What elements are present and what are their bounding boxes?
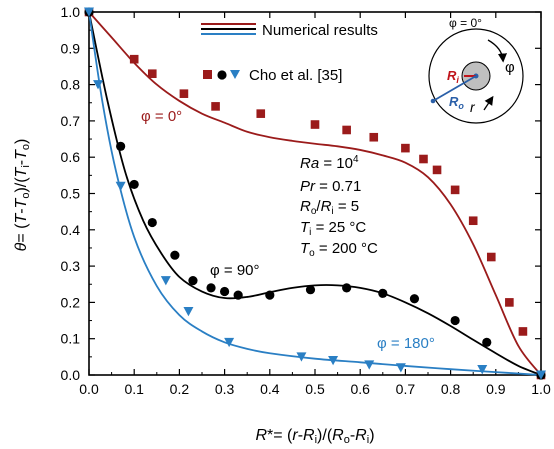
circle-marker-4-3 [147, 217, 157, 228]
triangle-marker-5-9 [395, 363, 406, 373]
x-tick-label: 0.6 [350, 381, 370, 397]
ro-radius-line [432, 75, 477, 102]
square-marker-3-6 [310, 120, 320, 129]
inset-angle-label: φ = 0° [449, 16, 482, 30]
circle-marker-4-4 [170, 250, 180, 260]
square-marker-3-4 [211, 102, 220, 111]
annotation-phi90: φ = 90° [210, 262, 260, 279]
triangle-marker-5-10 [477, 365, 488, 375]
circle-marker-4-6 [206, 283, 216, 293]
y-tick-label: 1.0 [61, 4, 81, 20]
inset-ri-label: Ri [447, 68, 459, 85]
triangle-marker-5-5 [224, 337, 235, 348]
circle-marker-4-2 [129, 179, 139, 190]
legend-experimental-label: Cho et al. [35] [249, 67, 342, 84]
square-marker-3-7 [342, 125, 351, 135]
param-pr: Pr = 0.71 [300, 178, 361, 195]
series-markers [84, 7, 546, 380]
annotation-phi0: φ = 0° [141, 108, 182, 125]
legend-square-marker [203, 70, 212, 79]
inset-r-label: r [470, 99, 476, 115]
legend-circle-marker [217, 70, 227, 80]
y-tick-label: 0.5 [61, 186, 81, 202]
circle-marker-4-7 [220, 286, 230, 297]
axis-ticks [88, 11, 542, 376]
circle-marker-4-10 [305, 285, 316, 295]
triangle-marker-5-4 [183, 306, 194, 317]
inset-schematic: φ = 0° Ri Ro φ r [428, 16, 524, 124]
square-marker-3-1 [129, 54, 139, 64]
triangle-marker-5-7 [328, 355, 339, 366]
square-marker-3-9 [401, 143, 410, 153]
y-axis-title: θ= (T-To)/(Ti-To) [13, 139, 32, 252]
x-tick-label: 0.0 [79, 381, 99, 397]
x-tick-label: 0.7 [396, 381, 416, 397]
circle-marker-4-5 [188, 276, 198, 286]
legend-numerical-label: Numerical results [262, 22, 378, 39]
triangle-marker-5-1 [93, 80, 104, 90]
series-line-1 [88, 11, 542, 376]
circle-marker-4-9 [265, 290, 275, 300]
triangle-marker-5-11 [536, 370, 546, 380]
y-tick-label: 0.8 [61, 77, 81, 93]
circle-marker-4-14 [450, 315, 460, 326]
parameters-block: Ra = 104 Pr = 0.71 Ro/Ri = 5 Ti = 25 °C … [300, 154, 378, 259]
r-arrow [483, 95, 494, 111]
y-tick-label: 0.7 [61, 113, 81, 129]
param-ti: Ti = 25 °C [300, 219, 366, 238]
y-tick-label: 0.1 [61, 331, 81, 347]
y-tick-label: 0.4 [61, 222, 81, 238]
tick-labels: 0.0 0.1 0.2 0.3 0.4 0.5 0.6 0.7 0.8 0.9 1.0 0.0 0.1 0… [61, 4, 551, 397]
triangle-marker-5-8 [364, 360, 375, 370]
square-marker-3-14 [486, 252, 496, 262]
x-tick-label: 0.3 [215, 381, 235, 397]
inset-phi-label: φ [505, 59, 515, 76]
square-marker-3-11 [432, 165, 442, 175]
square-marker-3-10 [419, 154, 428, 164]
square-marker-3-5 [256, 109, 266, 118]
x-tick-label: 0.8 [441, 381, 461, 397]
x-tick-label: 0.4 [260, 381, 280, 397]
y-tick-label: 0.0 [61, 367, 81, 383]
x-axis-title: R*= (r-Ri)/(Ro-Ri) [255, 427, 374, 446]
square-marker-3-2 [147, 69, 157, 79]
param-ra: Ra = 104 [300, 154, 359, 172]
y-tick-label: 0.9 [61, 40, 81, 56]
square-marker-3-13 [468, 216, 478, 226]
x-tick-label: 0.9 [486, 381, 506, 397]
series-line-0 [88, 11, 542, 376]
square-marker-3-8 [369, 132, 379, 142]
annotation-phi180: φ = 180° [377, 335, 435, 352]
circle-marker-4-1 [116, 141, 126, 151]
legend-triangle-marker [230, 70, 240, 79]
square-marker-3-16 [518, 327, 528, 336]
y-tick-label: 0.3 [61, 258, 81, 274]
ro-end-dot [430, 98, 436, 104]
param-ratio: Ro/Ri = 5 [300, 198, 359, 217]
triangle-marker-5-3 [160, 276, 171, 286]
x-tick-label: 0.5 [305, 381, 325, 397]
circle-marker-4-11 [342, 283, 352, 293]
x-tick-label: 0.2 [170, 381, 190, 397]
circle-marker-4-13 [409, 294, 420, 304]
triangle-marker-5-6 [296, 352, 307, 362]
x-tick-label: 0.1 [124, 381, 144, 397]
x-tick-label: 1.0 [531, 381, 551, 397]
y-tick-label: 0.2 [61, 294, 81, 310]
triangle-marker-5-0 [84, 7, 94, 17]
circle-marker-4-12 [378, 288, 388, 298]
phi-arrow [487, 39, 507, 63]
y-tick-label: 0.6 [61, 149, 81, 165]
square-marker-3-15 [505, 298, 514, 307]
legend: Numerical results Cho et al. [35] [201, 22, 378, 84]
square-marker-3-3 [179, 89, 189, 98]
square-marker-3-12 [450, 185, 460, 195]
param-to: To = 200 °C [300, 240, 378, 259]
circle-marker-4-8 [233, 290, 243, 300]
triangle-marker-5-2 [115, 181, 126, 192]
circle-marker-4-15 [482, 337, 492, 347]
